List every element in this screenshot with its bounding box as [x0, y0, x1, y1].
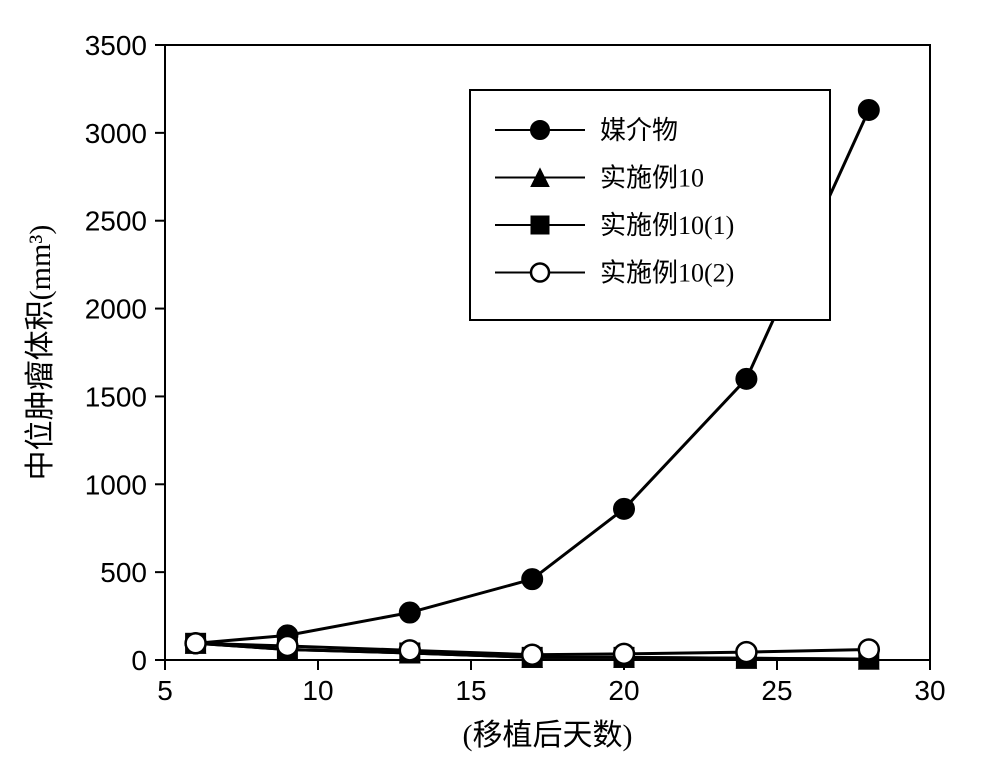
x-tick-label: 15 [455, 675, 486, 706]
marker [522, 569, 542, 589]
x-tick-label: 10 [302, 675, 333, 706]
legend-label: 实施例10 [600, 164, 704, 193]
x-axis-title: (移植后天数) [463, 719, 633, 752]
marker [522, 645, 542, 665]
marker [531, 216, 549, 234]
marker [859, 639, 879, 659]
y-tick-label: 1500 [85, 381, 147, 412]
marker [531, 264, 549, 282]
y-tick-label: 500 [100, 557, 147, 588]
marker [736, 642, 756, 662]
marker [614, 644, 634, 664]
y-tick-label: 2500 [85, 206, 147, 237]
x-tick-label: 20 [608, 675, 639, 706]
marker [736, 369, 756, 389]
y-tick-label: 2000 [85, 294, 147, 325]
marker [531, 121, 549, 139]
y-tick-label: 1000 [85, 469, 147, 500]
y-axis-title: 中位肿瘤体积(mm³) [24, 225, 57, 481]
x-tick-label: 25 [761, 675, 792, 706]
chart-container: 5 10 15 20 25 30 (移植后天数) 0 500 1000 1500 2000 2500 30… [0, 0, 1000, 768]
x-tick-label: 5 [157, 675, 173, 706]
marker [277, 636, 297, 656]
legend-label: 实施例10(2) [600, 259, 734, 288]
legend-label: 实施例10(1) [600, 211, 734, 240]
marker [186, 633, 206, 653]
marker [614, 499, 634, 519]
marker [859, 100, 879, 120]
marker [400, 603, 420, 623]
y-tick-label: 3500 [85, 30, 147, 61]
marker [400, 640, 420, 660]
x-tick-label: 30 [914, 675, 945, 706]
y-tick-label: 0 [131, 645, 147, 676]
legend-label: 媒介物 [600, 116, 678, 145]
y-tick-label: 3000 [85, 118, 147, 149]
tumor-volume-chart: 5 10 15 20 25 30 (移植后天数) 0 500 1000 1500 2000 2500 30… [0, 0, 1000, 768]
